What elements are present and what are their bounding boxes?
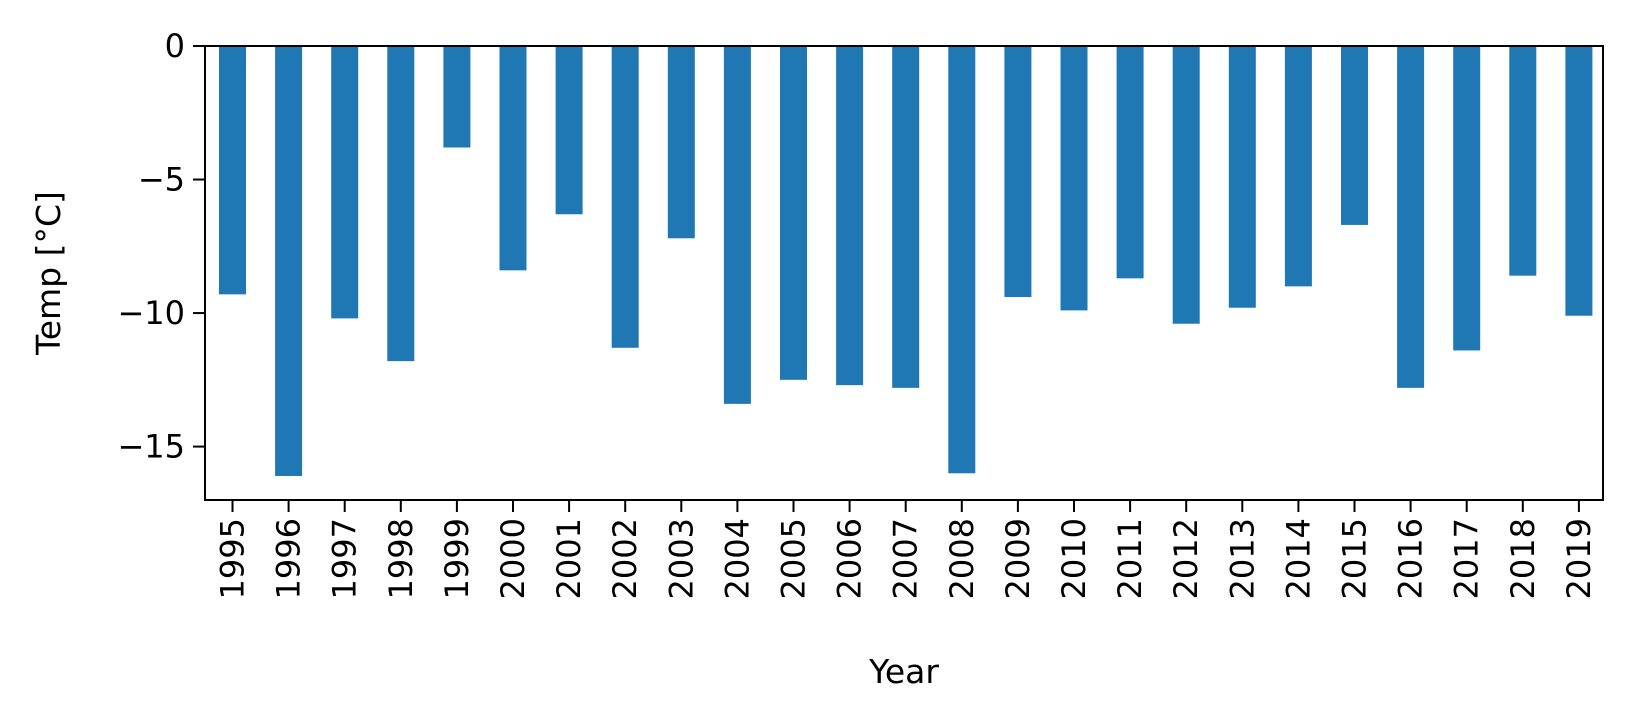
y-axis-label: Temp [°C] — [29, 191, 68, 356]
x-tick-label: 2004 — [718, 518, 756, 599]
plot-frame — [204, 45, 1604, 501]
y-tick-label: −15 — [117, 428, 185, 466]
y-tick-label: −10 — [117, 294, 185, 332]
bar-2002 — [611, 46, 639, 348]
x-tick-label: 2019 — [1560, 518, 1598, 599]
x-tick-label: 2012 — [1167, 518, 1205, 599]
x-tick-label: 1999 — [438, 518, 476, 599]
bar-2007 — [892, 46, 920, 388]
x-tick-label: 2006 — [831, 518, 869, 599]
x-tick-label: 2008 — [943, 518, 981, 599]
x-tick-label: 2018 — [1504, 518, 1542, 599]
bar-2005 — [780, 46, 807, 380]
bar-2004 — [723, 46, 751, 404]
bar-2013 — [1228, 46, 1256, 308]
bar-2001 — [555, 46, 583, 215]
bars-layer — [219, 46, 1593, 476]
bar-2003 — [667, 46, 695, 239]
x-tick-label: 2013 — [1223, 518, 1261, 599]
x-tick-label: 2009 — [999, 518, 1037, 599]
x-tick-label: 2015 — [1336, 518, 1374, 599]
x-tick-label: 2016 — [1392, 518, 1430, 599]
bar-1998 — [387, 46, 415, 362]
bar-1996 — [275, 46, 303, 476]
x-tick-label: 1996 — [270, 518, 308, 599]
x-axis-label: Year — [868, 652, 939, 691]
bar-2006 — [836, 46, 864, 386]
bar-2010 — [1060, 46, 1088, 311]
bar-2009 — [1004, 46, 1032, 298]
bar-2016 — [1397, 46, 1425, 388]
x-tick-label: 2010 — [1055, 518, 1093, 599]
x-tick-label: 2011 — [1111, 518, 1149, 599]
y-tick-label: 0 — [165, 27, 185, 65]
x-tick-label: 2001 — [550, 518, 588, 599]
bar-1997 — [331, 46, 359, 319]
x-tick-label: 2005 — [775, 518, 813, 599]
bar-2000 — [499, 46, 527, 271]
bar-2014 — [1284, 46, 1312, 287]
ticks-layer: 1995 1996 1997 1998 1999 2000 2001 2002 2003 2004… — [117, 27, 1597, 599]
x-tick-label: 2017 — [1448, 518, 1486, 599]
x-tick-label: 2003 — [662, 518, 700, 599]
x-tick-label: 1998 — [382, 518, 420, 599]
bar-2012 — [1172, 46, 1200, 324]
bar-1999 — [443, 46, 471, 148]
bar-2008 — [948, 46, 976, 474]
bar-2018 — [1509, 46, 1537, 276]
x-tick-label: 2000 — [494, 518, 532, 599]
y-tick-label: −5 — [138, 161, 185, 199]
x-tick-label: 1997 — [326, 518, 364, 599]
bar-1995 — [219, 46, 246, 295]
x-tick-label: 1995 — [214, 518, 252, 599]
bar-2017 — [1453, 46, 1481, 351]
x-tick-label: 2014 — [1279, 518, 1317, 599]
x-tick-label: 2002 — [606, 518, 644, 599]
bar-2011 — [1116, 46, 1144, 279]
bar-2019 — [1565, 46, 1593, 316]
bar-2015 — [1341, 46, 1368, 225]
x-tick-label: 2007 — [887, 518, 925, 599]
